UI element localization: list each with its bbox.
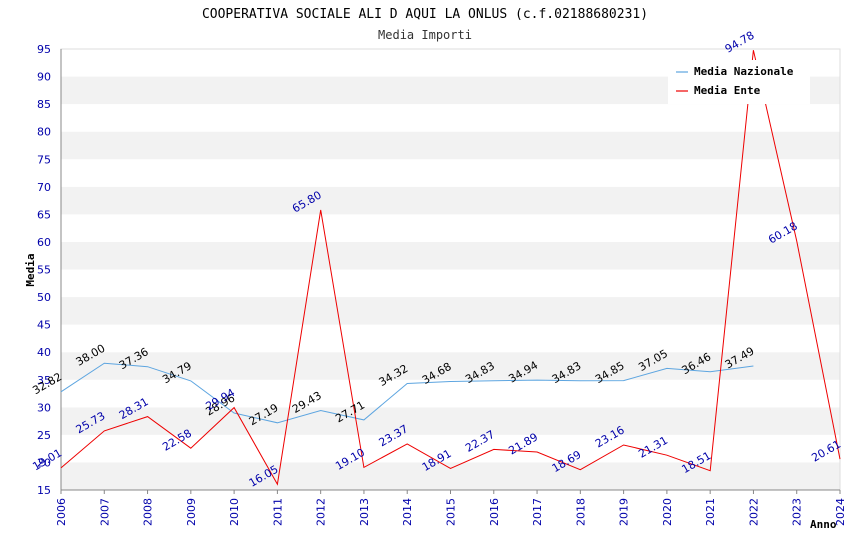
series-lines	[60, 50, 841, 486]
x-tick-label: 2009	[185, 498, 198, 526]
x-tick-label: 2024	[834, 498, 847, 526]
legend-label-media-nazionale: Media Nazionale	[694, 65, 794, 78]
x-tick-label: 2007	[98, 498, 111, 526]
y-tick-label: 85	[37, 98, 51, 111]
grid-band	[61, 379, 840, 408]
y-tick-label: 55	[37, 264, 51, 277]
y-tick-label: 80	[37, 126, 51, 139]
chart-title: COOPERATIVA SOCIALE ALI D AQUI LA ONLUS …	[202, 7, 648, 22]
y-tick-label: 45	[37, 319, 51, 332]
y-tick-label: 65	[37, 208, 51, 221]
x-tick-label: 2013	[358, 498, 371, 526]
legend-label-media-ente: Media Ente	[694, 84, 761, 97]
y-tick-label: 95	[37, 43, 51, 56]
x-tick-label: 2020	[661, 498, 674, 526]
x-tick-label: 2021	[704, 498, 717, 526]
y-tick-label: 75	[37, 153, 51, 166]
x-tick-label: 2010	[228, 498, 241, 526]
grid-band	[61, 104, 840, 132]
grid-band	[61, 131, 840, 160]
y-tick-label: 40	[37, 346, 51, 359]
x-tick-label: 2015	[445, 498, 458, 526]
y-tick-label: 15	[37, 484, 51, 497]
y-tick-label: 30	[37, 401, 51, 414]
y-axis-ticks: 15 20 25 30 35 40 45 50 55 60 65 70 75 80 85 90 95	[37, 43, 51, 497]
grid-band	[61, 214, 840, 242]
legend: Media Nazionale Media Ente	[668, 60, 810, 104]
y-tick-label: 20	[37, 456, 51, 469]
chart-subtitle: Media Importi	[378, 28, 472, 42]
x-axis-ticks: 2006 2007 2008 2009 2010 2011 2012 2013 2014 2015…	[55, 490, 847, 526]
grid-band	[61, 462, 840, 490]
x-tick-label: 2006	[55, 498, 68, 526]
y-tick-label: 60	[37, 236, 51, 249]
grid-band	[61, 352, 840, 380]
grid-band	[61, 297, 840, 325]
grid-band	[61, 186, 840, 215]
y-tick-label: 70	[37, 181, 51, 194]
x-tick-label: 2022	[747, 498, 760, 526]
x-tick-label: 2019	[618, 498, 631, 526]
x-tick-label: 2011	[271, 498, 284, 526]
grid-band	[61, 241, 840, 270]
grid-band	[61, 324, 840, 353]
series-line-media-nazionale	[60, 362, 754, 424]
series-line-media-ente	[60, 50, 841, 486]
y-tick-label: 50	[37, 291, 51, 304]
grid-band	[61, 407, 840, 435]
x-tick-label: 2012	[315, 498, 328, 526]
y-tick-label: 25	[37, 429, 51, 442]
grid-bands	[60, 48, 841, 491]
legend-box	[668, 60, 810, 104]
x-axis-label: Anno	[810, 518, 837, 531]
x-tick-label: 2014	[401, 498, 414, 526]
x-tick-label: 2023	[791, 498, 804, 526]
x-tick-label: 2008	[142, 498, 155, 526]
x-tick-label: 2017	[531, 498, 544, 526]
grid-band	[61, 159, 840, 187]
x-tick-label: 2018	[574, 498, 587, 526]
y-tick-label: 35	[37, 374, 51, 387]
grid-band	[61, 269, 840, 298]
y-axis-label: Media	[24, 253, 37, 286]
y-tick-label: 90	[37, 71, 51, 84]
x-tick-label: 2016	[488, 498, 501, 526]
